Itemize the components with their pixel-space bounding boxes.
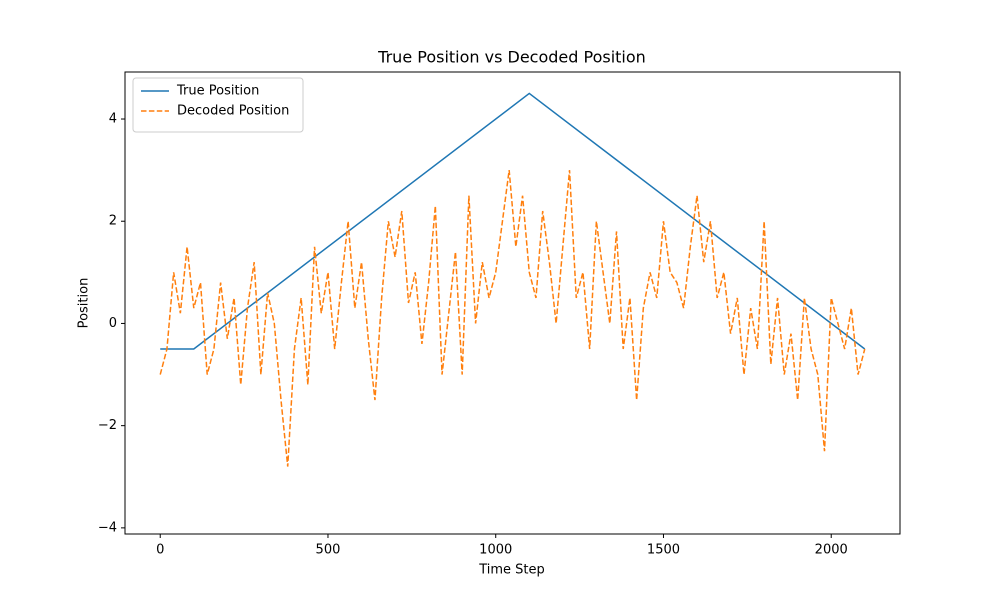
legend-label: True Position xyxy=(176,84,259,99)
legend-box xyxy=(132,77,304,133)
x-tick-label: 500 xyxy=(316,543,341,558)
y-tick-label: 0 xyxy=(109,316,117,331)
data-line xyxy=(159,170,866,467)
y-tick-label: 4 xyxy=(109,112,117,127)
y-axis-label: Position xyxy=(77,278,92,329)
x-axis-label: Time Step xyxy=(478,563,545,578)
x-tick-label: 1500 xyxy=(647,543,680,558)
y-tick-label: −4 xyxy=(98,520,117,535)
x-tick-label: 2000 xyxy=(815,543,848,558)
x-tick-label: 1000 xyxy=(479,543,512,558)
x-tick-label: 0 xyxy=(156,543,164,558)
y-tick-label: −2 xyxy=(98,418,117,433)
y-tick-label: 2 xyxy=(109,214,117,229)
plot-frame xyxy=(124,71,901,535)
chart-title: True Position vs Decoded Position xyxy=(377,48,646,67)
data-line xyxy=(160,92,866,350)
legend-label: Decoded Position xyxy=(177,104,289,119)
